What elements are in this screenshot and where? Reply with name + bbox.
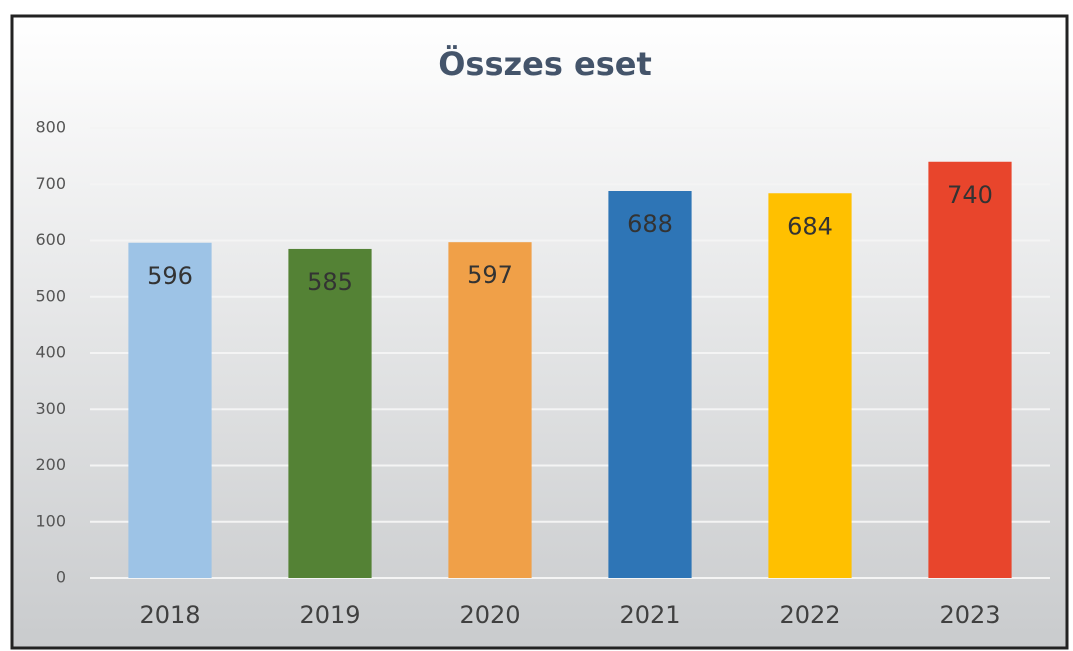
bar xyxy=(928,161,1012,578)
y-tick-label: 100 xyxy=(35,511,66,530)
bar xyxy=(288,248,372,578)
data-label: 596 xyxy=(147,262,193,290)
x-tick-label: 2022 xyxy=(779,601,840,629)
y-tick-label: 300 xyxy=(35,399,66,418)
y-tick-label: 600 xyxy=(35,230,66,249)
bar xyxy=(128,242,212,578)
chart-title: Összes eset xyxy=(438,45,652,83)
x-tick-label: 2019 xyxy=(299,601,360,629)
data-label: 585 xyxy=(307,268,353,296)
bar xyxy=(768,193,852,578)
y-tick-label: 800 xyxy=(35,118,66,137)
y-tick-label: 500 xyxy=(35,286,66,305)
data-label: 684 xyxy=(787,212,833,240)
x-tick-label: 2023 xyxy=(939,601,1000,629)
y-tick-label: 400 xyxy=(35,343,66,362)
data-label: 597 xyxy=(467,261,513,289)
y-tick-label: 200 xyxy=(35,455,66,474)
x-tick-label: 2020 xyxy=(459,601,520,629)
bar xyxy=(448,242,532,578)
data-label: 740 xyxy=(947,181,993,209)
y-tick-label: 700 xyxy=(35,174,66,193)
data-label: 688 xyxy=(627,210,673,238)
y-tick-label: 0 xyxy=(56,568,66,587)
x-tick-label: 2021 xyxy=(619,601,680,629)
x-tick-label: 2018 xyxy=(139,601,200,629)
bar xyxy=(608,191,692,578)
